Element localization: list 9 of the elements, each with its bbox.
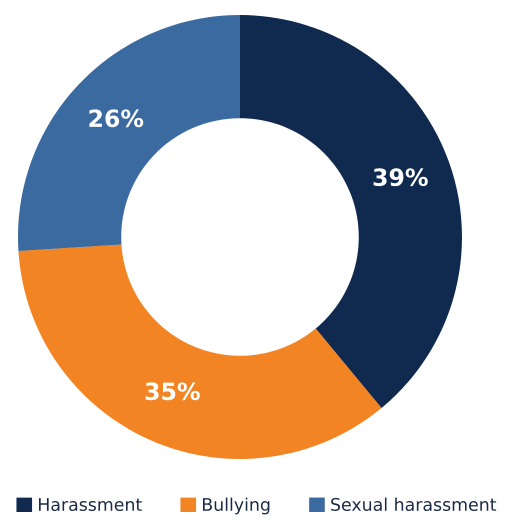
legend-label: Bullying (202, 498, 270, 514)
data-label: 39% (374, 168, 428, 186)
donut-slice (18, 244, 382, 459)
data-label: 35% (146, 382, 200, 400)
legend-label: Sexual harassment (331, 498, 496, 512)
data-label: 26% (89, 109, 144, 128)
donut-slice (18, 15, 240, 251)
legend-label: Harassment (38, 498, 142, 512)
donut-slice (240, 15, 462, 408)
